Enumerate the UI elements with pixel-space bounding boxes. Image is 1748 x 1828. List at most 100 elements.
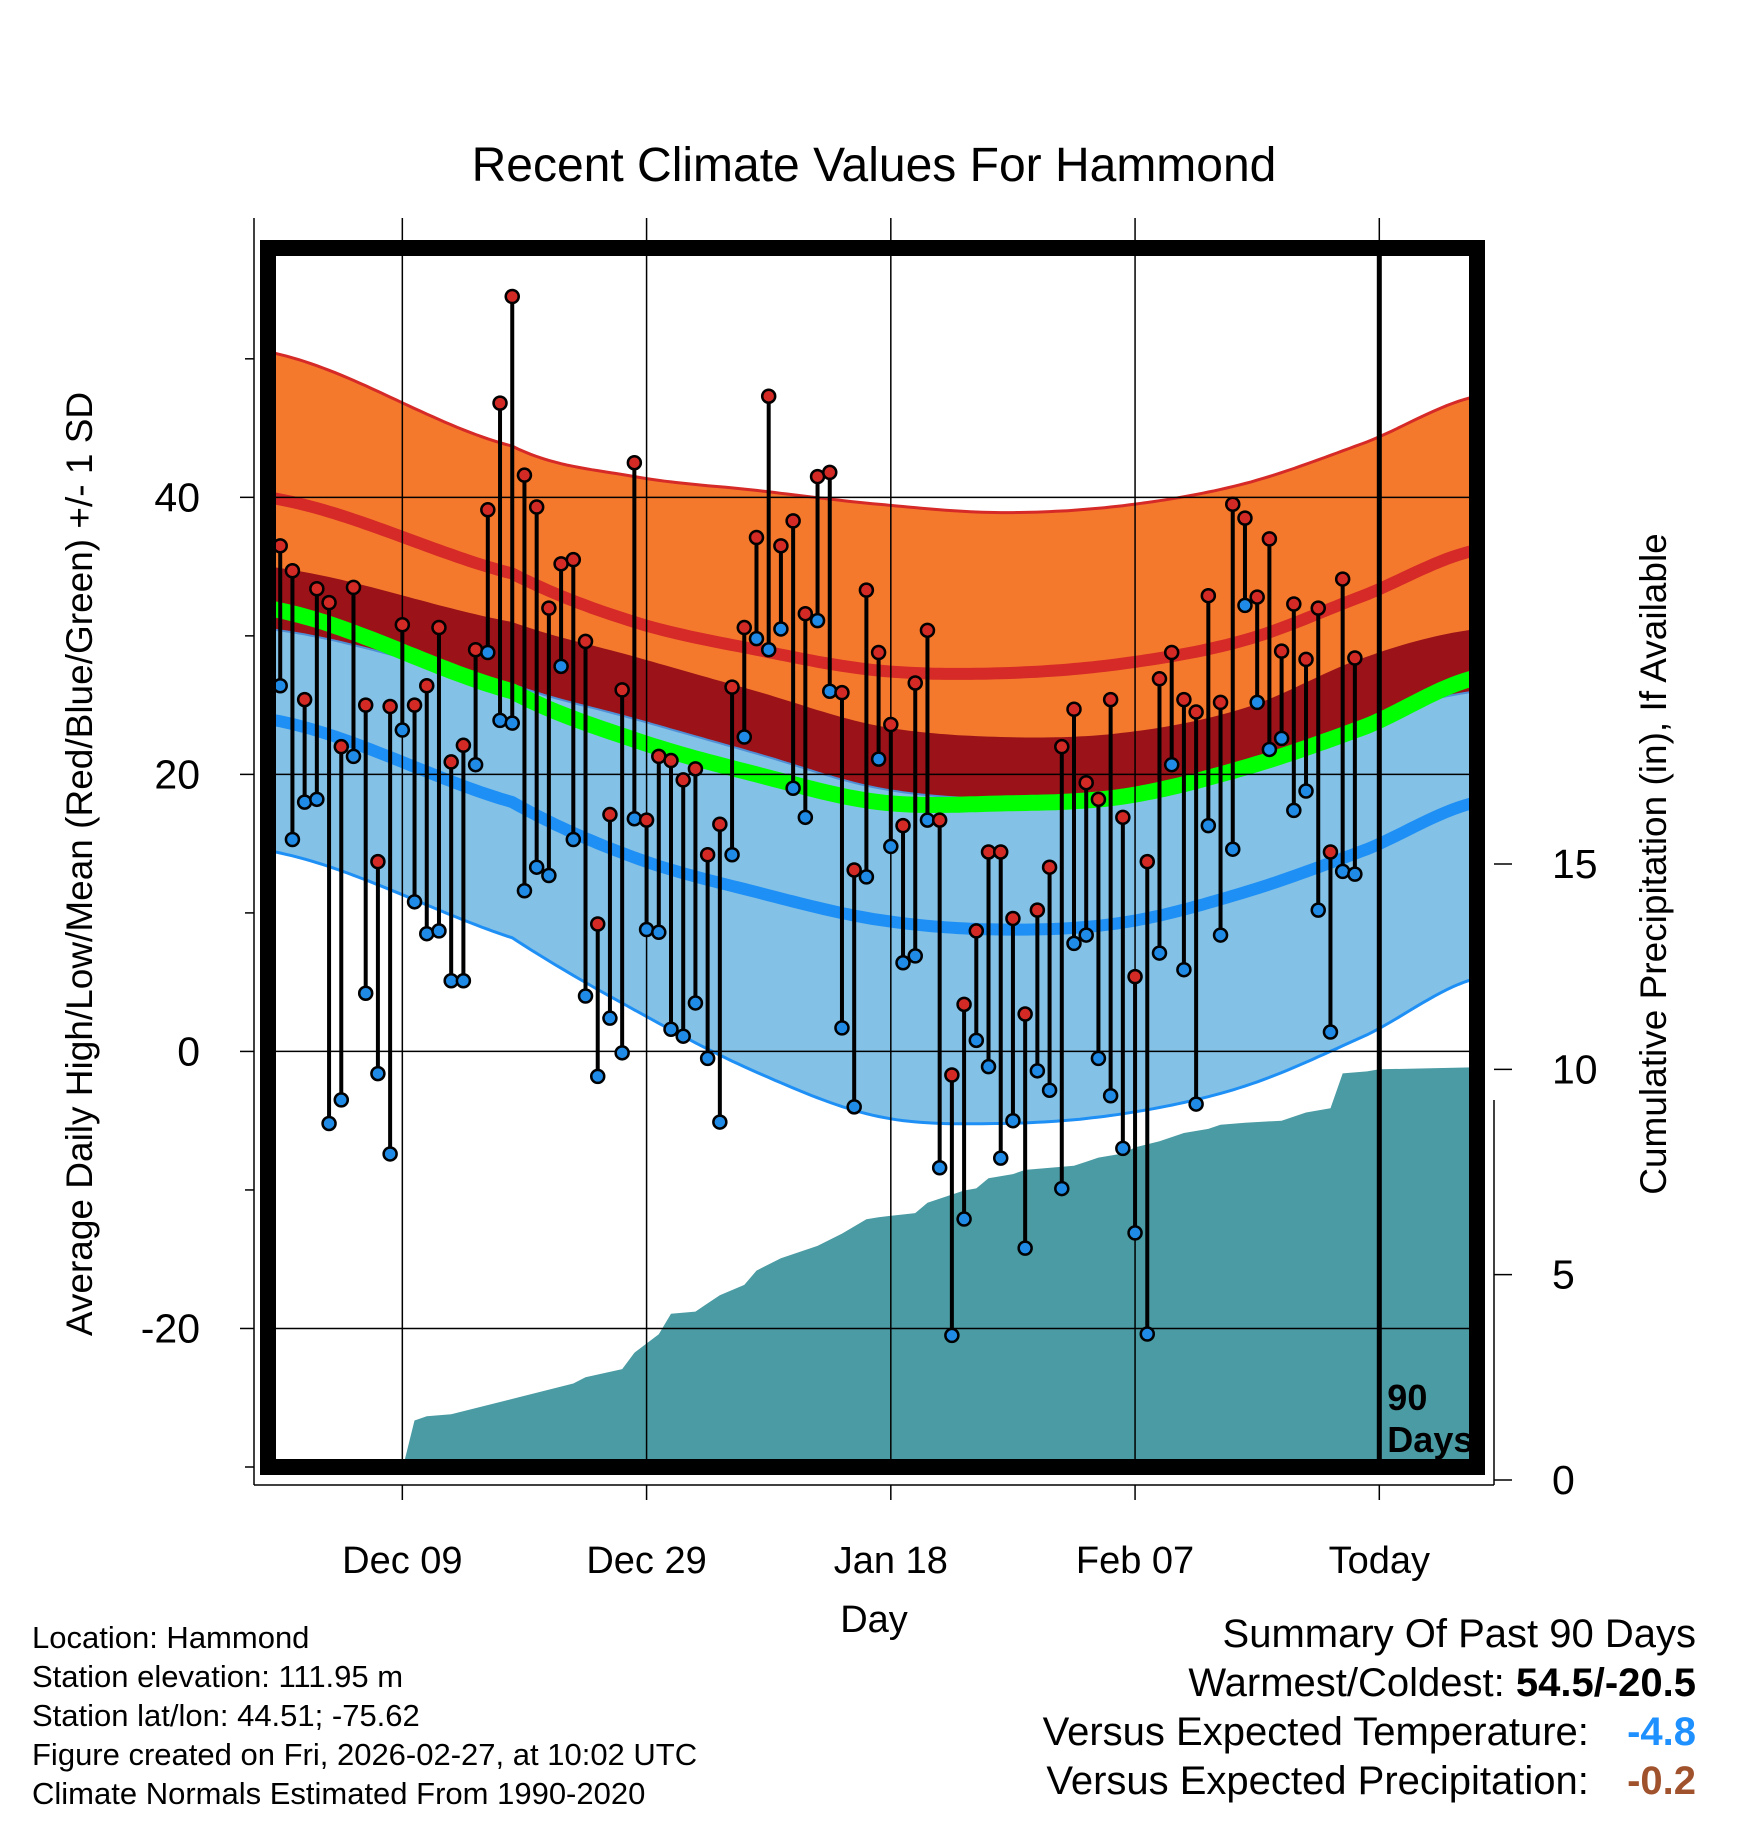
- daily-high-point: [773, 538, 789, 554]
- daily-low-point: [736, 729, 753, 745]
- daily-low-point: [858, 869, 875, 885]
- daily-low-point: [1066, 935, 1082, 952]
- precip-value: -0.2: [1627, 1759, 1696, 1803]
- daily-low-point: [907, 948, 923, 964]
- daily-high-point: [1298, 651, 1314, 668]
- daily-high-point: [992, 844, 1009, 860]
- daily-low-point: [333, 1092, 350, 1108]
- daily-low-point: [553, 658, 569, 675]
- x-tick-label: Feb 07: [1076, 1540, 1194, 1582]
- daily-low-point: [785, 780, 801, 796]
- daily-high-point: [1334, 571, 1351, 587]
- daily-low-point: [1249, 694, 1265, 711]
- marker-label-days: Days: [1387, 1419, 1473, 1460]
- daily-high-point: [1249, 589, 1265, 605]
- daily-low-point: [883, 838, 899, 855]
- daily-low-point: [345, 748, 362, 765]
- daily-high-point: [1115, 809, 1131, 826]
- daily-high-point: [834, 684, 850, 701]
- daily-high-point: [1127, 968, 1143, 985]
- y-tick-label: 40: [154, 474, 200, 520]
- daily-high-point: [858, 582, 875, 598]
- daily-low-point: [1041, 1082, 1058, 1098]
- x-tick-label: Jan 18: [834, 1540, 948, 1582]
- daily-low-point: [663, 1021, 679, 1038]
- daily-high-point: [406, 697, 423, 713]
- daily-low-point: [1237, 597, 1253, 614]
- daily-high-point: [1310, 600, 1326, 616]
- mid-overlap-band: [268, 566, 1477, 800]
- daily-high-point: [968, 923, 985, 939]
- summary-temp-row: Versus Expected Temperature: -4.8: [1043, 1708, 1696, 1757]
- low-mean-line: [268, 713, 1477, 936]
- daily-low-point: [834, 1020, 850, 1036]
- daily-high-point: [663, 752, 679, 769]
- x-tick-label: Dec 09: [342, 1540, 462, 1582]
- chart-title: Recent Climate Values For Hammond: [472, 139, 1277, 192]
- daily-low-point: [870, 751, 887, 767]
- daily-high-point: [1261, 531, 1278, 547]
- daily-high-point: [1200, 587, 1217, 604]
- daily-low-point: [675, 1028, 691, 1044]
- daily-low-point: [748, 630, 765, 647]
- daily-high-point: [321, 594, 337, 611]
- daily-low-point: [724, 846, 740, 863]
- y-tick-label: 20: [154, 751, 200, 797]
- daily-low-point: [760, 641, 777, 658]
- daily-high-point: [333, 738, 350, 755]
- y2-axis-title: Cumulative Precipitation (in), If Availa…: [1633, 533, 1674, 1195]
- daily-low-point: [944, 1327, 960, 1344]
- normals-text: Climate Normals Estimated From 1990-2020: [32, 1776, 646, 1811]
- daily-low-point: [455, 973, 472, 989]
- daily-high-point: [638, 812, 655, 828]
- station-info: Location: Hammond Station elevation: 111…: [32, 1618, 697, 1813]
- daily-low-point: [992, 1150, 1009, 1166]
- daily-high-point: [345, 579, 362, 596]
- daily-high-point: [1176, 691, 1192, 708]
- daily-high-point: [919, 622, 936, 639]
- daily-high-point: [1347, 650, 1363, 666]
- daily-low-point: [370, 1065, 386, 1082]
- daily-low-point: [626, 810, 643, 827]
- daily-low-point: [931, 1160, 948, 1176]
- daily-low-point: [1005, 1112, 1021, 1129]
- summary-panel: Summary Of Past 90 Days Warmest/Coldest:…: [1043, 1610, 1696, 1806]
- daily-high-point: [944, 1067, 960, 1083]
- daily-low-point: [797, 809, 814, 826]
- daily-high-point: [357, 697, 374, 713]
- daily-low-point: [895, 955, 911, 971]
- y2-tick-label: 5: [1552, 1252, 1575, 1298]
- daily-low-point: [1176, 961, 1192, 978]
- daily-high-point: [1090, 791, 1107, 808]
- x-tick-label: Dec 29: [586, 1540, 706, 1582]
- daily-high-point: [382, 698, 398, 715]
- daily-high-point: [492, 395, 508, 411]
- daily-high-point: [907, 675, 923, 691]
- daily-high-point: [1237, 510, 1253, 526]
- daily-high-point: [1139, 853, 1156, 870]
- elevation-text: Station elevation: 111.95 m: [32, 1659, 404, 1694]
- summary-warm-cold-row: Warmest/Coldest: 54.5/-20.5: [1043, 1659, 1696, 1708]
- daily-low-point: [1102, 1088, 1119, 1104]
- mean-line: [268, 600, 1477, 814]
- daily-low-point: [1188, 1096, 1204, 1112]
- temp-label: Versus Expected Temperature:: [1042, 1710, 1589, 1754]
- daily-high-point: [870, 644, 887, 661]
- daily-low-point: [577, 988, 594, 1004]
- y2-tick-label: 15: [1552, 841, 1598, 887]
- summary-title: Summary Of Past 90 Days: [1222, 1612, 1696, 1656]
- daily-low-point: [687, 995, 704, 1011]
- daily-low-point: [1090, 1050, 1107, 1067]
- daily-low-point: [712, 1114, 728, 1130]
- daily-high-point: [296, 691, 313, 708]
- daily-high-point: [956, 996, 972, 1013]
- daily-high-point: [1273, 643, 1290, 659]
- daily-high-point: [895, 817, 911, 834]
- daily-low-point: [1078, 927, 1094, 943]
- daily-high-point: [626, 454, 643, 471]
- high-upper-line: [268, 350, 1477, 515]
- daily-low-point: [431, 923, 447, 939]
- daily-high-point: [516, 467, 533, 483]
- daily-high-point: [394, 617, 411, 633]
